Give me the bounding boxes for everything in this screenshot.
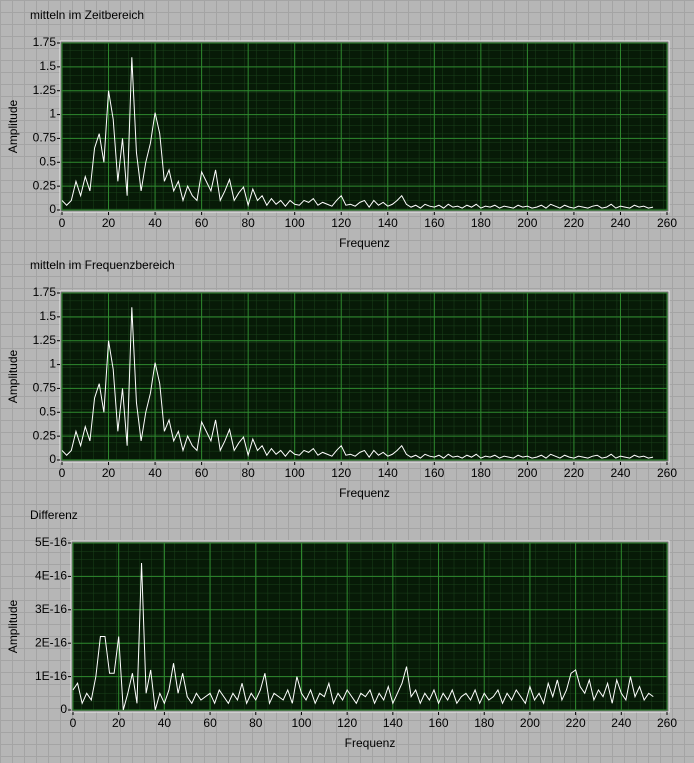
x-tick-label: 140 [378,466,398,480]
y-tick-label: 0 [49,452,56,466]
y-tick-label: 0 [60,702,67,716]
x-tick-label: 100 [285,216,305,230]
x-tick-label: 240 [611,716,631,730]
x-tick-label: 180 [471,466,491,480]
x-tick-label: 220 [564,216,584,230]
y-tick-label: 1.25 [33,83,57,97]
x-tick-label: 80 [249,716,263,730]
y-tick-label: 1 [49,357,56,371]
x-tick-label: 120 [331,216,351,230]
y-tick-label: 0 [49,202,56,216]
x-tick-label: 60 [203,716,217,730]
x-tick-label: 120 [331,466,351,480]
x-axis-label: Frequenz [345,736,396,750]
x-axis-label: Frequenz [339,236,390,250]
x-tick-label: 80 [241,466,255,480]
chart-title: mitteln im Zeitbereich [30,8,144,22]
x-axis-label: Frequenz [339,486,390,500]
x-tick-label: 200 [520,716,540,730]
x-tick-label: 60 [195,466,209,480]
chart-title: Differenz [30,508,78,522]
x-tick-label: 60 [195,216,209,230]
y-axis-label: Amplitude [6,350,20,404]
x-tick-label: 140 [383,716,403,730]
y-tick-label: 0.25 [33,428,57,442]
x-tick-label: 40 [158,716,172,730]
x-tick-label: 20 [102,466,116,480]
y-tick-label: 1.25 [33,333,57,347]
y-tick-label: 0.5 [39,154,56,168]
data-line [61,307,654,459]
x-tick-label: 80 [241,216,255,230]
minor-grid [62,293,667,460]
y-tick-label: 1.75 [33,285,57,299]
x-tick-label: 0 [70,716,77,730]
y-tick-label: 0.75 [33,381,57,395]
x-tick-label: 160 [424,216,444,230]
y-tick-label: 5E-16 [35,535,67,549]
x-tick-label: 260 [657,716,677,730]
x-tick-label: 140 [378,216,398,230]
y-tick-label: 1.5 [39,309,56,323]
y-tick-label: 1E-16 [35,669,67,683]
x-tick-label: 20 [112,716,126,730]
minor-grid [73,543,667,710]
x-tick-label: 200 [517,466,537,480]
x-tick-label: 260 [657,466,677,480]
x-tick-label: 40 [148,216,162,230]
y-axis-label: Amplitude [6,600,20,654]
y-tick-label: 4E-16 [35,569,67,583]
y-tick-label: 0.25 [33,178,57,192]
x-tick-label: 220 [566,716,586,730]
x-tick-label: 260 [657,216,677,230]
minor-grid [62,43,667,210]
chart-title: mitteln im Frequenzbereich [30,258,175,272]
y-tick-label: 3E-16 [35,602,67,616]
x-tick-label: 180 [474,716,494,730]
data-line [72,563,654,711]
x-tick-label: 40 [148,466,162,480]
x-tick-label: 220 [564,466,584,480]
x-tick-label: 0 [59,216,66,230]
x-tick-label: 160 [424,466,444,480]
x-tick-label: 0 [59,466,66,480]
y-tick-label: 2E-16 [35,635,67,649]
x-tick-label: 100 [291,716,311,730]
x-tick-label: 240 [610,466,630,480]
x-tick-label: 180 [471,216,491,230]
y-tick-label: 1 [49,107,56,121]
x-tick-label: 120 [337,716,357,730]
x-tick-label: 100 [285,466,305,480]
y-tick-label: 1.5 [39,59,56,73]
y-axis-label: Amplitude [6,100,20,154]
x-tick-label: 200 [517,216,537,230]
x-tick-label: 240 [610,216,630,230]
y-tick-label: 1.75 [33,35,57,49]
y-tick-label: 0.5 [39,404,56,418]
data-line [61,57,654,209]
x-tick-label: 20 [102,216,116,230]
x-tick-label: 160 [429,716,449,730]
y-tick-label: 0.75 [33,131,57,145]
